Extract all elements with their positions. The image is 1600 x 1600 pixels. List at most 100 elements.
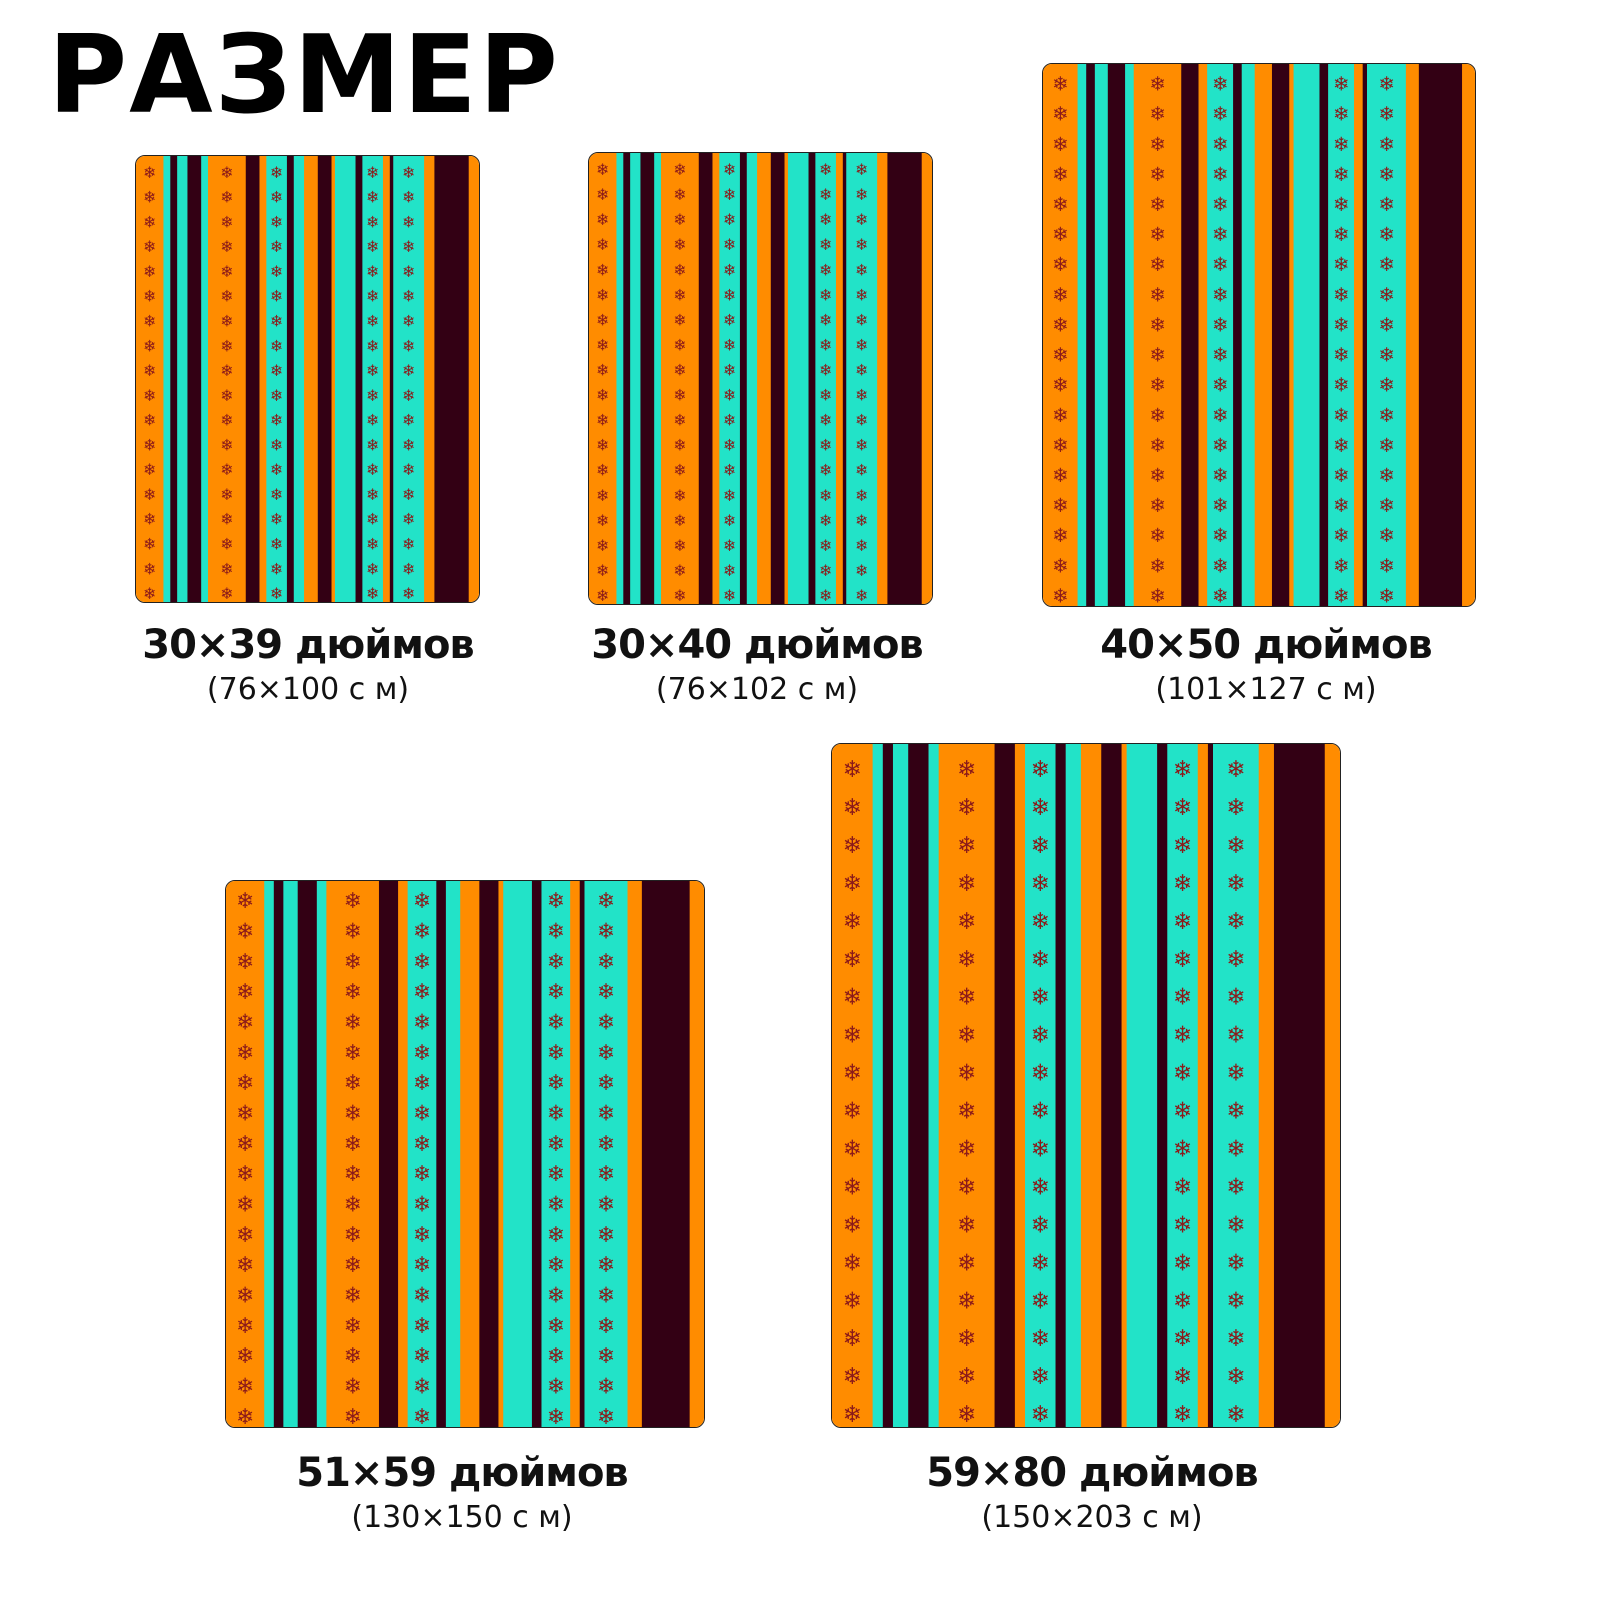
snowflake-icon: ❄ [673, 235, 686, 254]
snowflake-icon: ❄ [597, 1314, 615, 1339]
snowflake-icon: ❄ [1226, 833, 1245, 859]
snowflake-icon: ❄ [855, 185, 868, 204]
stripe [1014, 744, 1026, 1427]
stripe [1405, 64, 1420, 606]
stripe [531, 881, 542, 1427]
stripe [1055, 744, 1067, 1427]
snowflake-icon: ❄ [673, 386, 686, 405]
snowflake-icon: ❄ [819, 386, 832, 405]
snowflake-icon: ❄ [1333, 404, 1349, 427]
snowflake-icon: ❄ [1333, 464, 1349, 487]
snowflake-icon: ❄ [402, 262, 415, 281]
stripe [1254, 64, 1273, 606]
snowflake-icon: ❄ [1031, 985, 1050, 1011]
snowflake-icon: ❄ [143, 212, 156, 231]
snowflake-icon: ❄ [673, 561, 686, 580]
snowflake-icon: ❄ [143, 163, 156, 182]
stripe [498, 881, 504, 1427]
snowflake-icon: ❄ [1378, 313, 1394, 336]
stripe [1273, 744, 1326, 1427]
snowflake-icon: ❄ [402, 435, 415, 454]
snowflake-icon: ❄ [957, 871, 976, 897]
snowflake-icon: ❄ [236, 1193, 254, 1218]
snowflake-icon: ❄ [673, 310, 686, 329]
snowflake-icon: ❄ [236, 1041, 254, 1066]
snowflake-icon: ❄ [1173, 1023, 1192, 1049]
snowflake-icon: ❄ [1173, 833, 1192, 859]
snowflake-icon: ❄ [1173, 1364, 1192, 1390]
snowflake-icon: ❄ [723, 210, 736, 229]
snowflake-icon: ❄ [1212, 554, 1228, 577]
snowflake-icon: ❄ [819, 411, 832, 430]
snowflake-icon: ❄ [597, 950, 615, 975]
snowflake-icon: ❄ [1333, 434, 1349, 457]
stripe [479, 881, 499, 1427]
stripe [1126, 744, 1158, 1427]
snowflake-icon: ❄ [344, 1405, 362, 1427]
snowflake-icon: ❄ [673, 511, 686, 530]
snowflake-icon: ❄ [1173, 757, 1192, 783]
snowflake-icon: ❄ [1226, 1250, 1245, 1276]
snowflake-icon: ❄ [673, 486, 686, 505]
snowflake-icon: ❄ [1052, 73, 1068, 96]
snowflake-icon: ❄ [1212, 103, 1228, 126]
snowflake-icon: ❄ [1226, 1288, 1245, 1314]
snowflake-icon: ❄ [723, 310, 736, 329]
stripe [286, 156, 295, 602]
snowflake-icon: ❄ [1031, 1212, 1050, 1238]
snowflake-icon: ❄ [1052, 464, 1068, 487]
snowflake-icon: ❄ [236, 950, 254, 975]
snowflake-icon: ❄ [1226, 985, 1245, 1011]
snowflake-icon: ❄ [143, 584, 156, 602]
snowflake-icon: ❄ [547, 1071, 565, 1096]
snowflake-icon: ❄ [402, 535, 415, 554]
snowflake-icon: ❄ [143, 336, 156, 355]
snowflake-icon: ❄ [1149, 283, 1165, 306]
snowflake-icon: ❄ [673, 436, 686, 455]
snowflake-icon: ❄ [843, 1364, 862, 1390]
stripe [436, 881, 447, 1427]
snowflake-icon: ❄ [1052, 404, 1068, 427]
snowflake-icon: ❄ [270, 212, 283, 231]
snowflake-icon: ❄ [220, 262, 233, 281]
snowflake-icon: ❄ [1149, 524, 1165, 547]
snowflake-icon: ❄ [143, 411, 156, 430]
snowflake-icon: ❄ [673, 360, 686, 379]
snowflake-icon: ❄ [547, 1132, 565, 1157]
snowflake-icon: ❄ [143, 460, 156, 479]
snowflake-icon: ❄ [596, 235, 609, 254]
snowflake-icon: ❄ [723, 461, 736, 480]
snowflake-icon: ❄ [957, 1099, 976, 1125]
snowflake-icon: ❄ [819, 436, 832, 455]
snowflake-icon: ❄ [220, 510, 233, 529]
size-label-30x39: 30×39 дюймов (76×100 с м) [142, 625, 474, 705]
snowflake-icon: ❄ [270, 361, 283, 380]
size-inches: 40×50 дюймов [1100, 622, 1432, 668]
snowflake-icon: ❄ [1378, 223, 1394, 246]
snowflake-icon: ❄ [344, 1375, 362, 1400]
snowflake-icon: ❄ [855, 486, 868, 505]
snowflake-icon: ❄ [1052, 524, 1068, 547]
snowflake-icon: ❄ [1149, 494, 1165, 517]
snowflake-icon: ❄ [723, 360, 736, 379]
snowflake-icon: ❄ [1212, 374, 1228, 397]
snowflake-icon: ❄ [1149, 344, 1165, 367]
stripe [882, 744, 894, 1427]
snowflake-icon: ❄ [366, 584, 379, 602]
stripe [1094, 64, 1109, 606]
snowflake-icon: ❄ [1333, 344, 1349, 367]
snowflake-icon: ❄ [236, 1011, 254, 1036]
snowflake-icon: ❄ [220, 559, 233, 578]
snowflake-icon: ❄ [402, 485, 415, 504]
snowflake-icon: ❄ [236, 1405, 254, 1427]
snowflake-icon: ❄ [597, 1162, 615, 1187]
snowflake-icon: ❄ [819, 285, 832, 304]
snowflake-icon: ❄ [270, 336, 283, 355]
snowflake-icon: ❄ [843, 1099, 862, 1125]
snowflake-icon: ❄ [366, 460, 379, 479]
snowflake-icon: ❄ [723, 536, 736, 555]
snowflake-icon: ❄ [596, 210, 609, 229]
size-label-51x59: 51×59 дюймов (130×150 с м) [296, 1453, 628, 1533]
snowflake-icon: ❄ [143, 237, 156, 256]
blanket-image-40x50: ❄ ❄ ❄ ❄ ❄ ❄ ❄ ❄ ❄ ❄ ❄ ❄ ❄ ❄ ❄ ❄ ❄ ❄ ❄ ❄ ❄ ❄ ❄ ❄ ❄ ❄ ❄ ❄ ❄ ❄ ❄ ❄ ❄ ❄ ❄ ❄ ❄ ❄ ❄ ❄… [1042, 63, 1476, 607]
